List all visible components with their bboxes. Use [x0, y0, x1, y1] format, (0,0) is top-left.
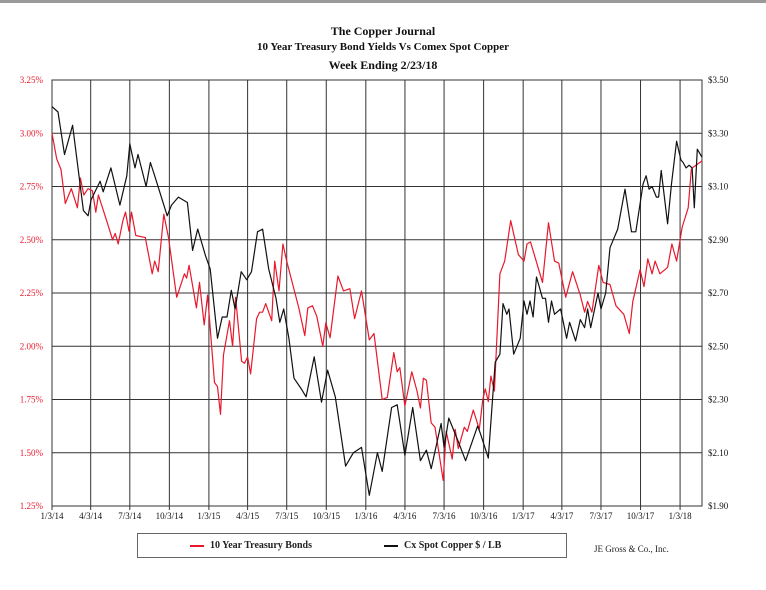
y-left-tick-label: 2.25%: [20, 288, 44, 298]
window-top-border: [0, 0, 766, 3]
x-tick-label: 1/3/15: [197, 511, 221, 521]
legend-label-yield: 10 Year Treasury Bonds: [210, 540, 312, 551]
y-left-tick-label: 2.75%: [20, 182, 44, 192]
y-right-tick-label: $3.30: [708, 128, 729, 138]
y-left-tick-label: 2.50%: [20, 235, 44, 245]
x-tick-label: 10/3/16: [470, 511, 498, 521]
y-left-tick-label: 1.25%: [20, 501, 44, 511]
x-tick-label: 4/3/16: [393, 511, 417, 521]
x-tick-label: 7/3/15: [275, 511, 299, 521]
legend-swatch-yield: [190, 544, 204, 547]
credit-text: JE Gross & Co., Inc.: [594, 544, 669, 554]
y-left-tick-label: 3.25%: [20, 75, 44, 85]
x-tick-label: 1/3/17: [512, 511, 536, 521]
y-right-tick-label: $1.90: [708, 501, 729, 511]
x-tick-label: 10/3/14: [156, 511, 184, 521]
y-right-tick-label: $2.50: [708, 341, 729, 351]
y-right-tick-label: $2.90: [708, 235, 729, 245]
x-tick-label: 10/3/17: [627, 511, 655, 521]
y-right-tick-label: $2.70: [708, 288, 729, 298]
chart-title: The Copper Journal: [330, 24, 436, 38]
y-right-tick-label: $2.30: [708, 395, 729, 405]
legend-item-yield: 10 Year Treasury Bonds: [190, 540, 312, 551]
plot-frame: [51, 79, 703, 507]
y-left-tick-label: 1.75%: [20, 395, 44, 405]
y-right-tick-label: $3.50: [708, 75, 729, 85]
x-tick-label: 1/3/16: [354, 511, 378, 521]
y-right-tick-label: $2.10: [708, 448, 729, 458]
x-tick-label: 10/3/15: [313, 511, 341, 521]
legend-item-copper: Cx Spot Copper $ / LB: [384, 540, 501, 551]
y-left-tick-label: 1.50%: [20, 448, 44, 458]
series-line-copper-price: [51, 106, 703, 496]
legend-swatch-copper: [384, 544, 398, 547]
x-tick-label: 4/3/15: [236, 511, 260, 521]
x-tick-label: 7/3/14: [118, 511, 142, 521]
legend-label-copper: Cx Spot Copper $ / LB: [404, 540, 502, 551]
series-line-treasury-yield: [51, 133, 703, 481]
y-right-tick-label: $3.10: [708, 182, 729, 192]
x-tick-label: 1/3/18: [669, 511, 693, 521]
x-tick-label: 4/3/14: [79, 511, 103, 521]
chart-subtitle: 10 Year Treasury Bond Yields Vs Comex Sp…: [256, 41, 509, 53]
x-tick-label: 7/3/17: [589, 511, 613, 521]
x-tick-label: 7/3/16: [433, 511, 457, 521]
y-left-tick-label: 3.00%: [20, 128, 44, 138]
week-ending-label: Week Ending 2/23/18: [328, 58, 438, 72]
legend: 10 Year Treasury Bonds Cx Spot Copper $ …: [137, 533, 567, 558]
x-tick-label: 1/3/14: [40, 511, 64, 521]
x-tick-label: 4/3/17: [550, 511, 574, 521]
y-left-tick-label: 2.00%: [20, 341, 44, 351]
